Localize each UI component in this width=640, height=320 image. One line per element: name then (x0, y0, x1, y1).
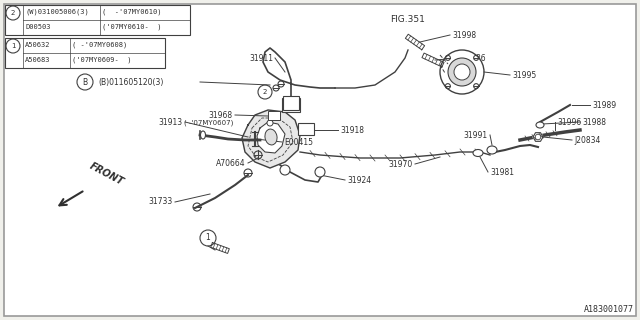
Bar (282, 98, 300, 112)
Text: 31996: 31996 (557, 117, 581, 126)
Circle shape (440, 50, 484, 94)
Circle shape (267, 120, 273, 126)
Ellipse shape (200, 131, 205, 139)
Text: 31924: 31924 (347, 175, 371, 185)
Text: 31911: 31911 (249, 53, 273, 62)
Text: 31733: 31733 (148, 197, 173, 206)
Text: (B)011605120(3): (B)011605120(3) (98, 77, 163, 86)
Ellipse shape (536, 122, 544, 128)
Text: ('07MY0609-  ): ('07MY0609- ) (72, 57, 131, 63)
Text: D00503: D00503 (25, 24, 51, 30)
Bar (5, 5, 190, 35)
Ellipse shape (265, 129, 277, 145)
Text: A70664: A70664 (216, 158, 246, 167)
Circle shape (454, 64, 470, 80)
Text: 2: 2 (11, 10, 15, 16)
Text: 31918: 31918 (340, 125, 364, 134)
Polygon shape (211, 243, 229, 253)
Text: FRONT: FRONT (88, 161, 125, 187)
Text: 31970: 31970 (388, 159, 413, 169)
Text: 1: 1 (205, 234, 211, 243)
Text: 31991: 31991 (464, 131, 488, 140)
Bar (268, 111, 280, 120)
Bar (283, 96, 299, 110)
Text: 31913: 31913 (159, 117, 183, 126)
Text: 31995: 31995 (512, 70, 536, 79)
Text: 31989: 31989 (592, 100, 616, 109)
Text: 31968: 31968 (209, 110, 233, 119)
Text: (  -'07MY0610): ( -'07MY0610) (102, 9, 161, 15)
Ellipse shape (473, 149, 483, 156)
Text: 1: 1 (11, 43, 15, 49)
Text: ( -'07MY0607): ( -'07MY0607) (184, 120, 233, 126)
Circle shape (280, 165, 290, 175)
Text: A50632: A50632 (25, 42, 51, 48)
Text: A183001077: A183001077 (584, 305, 634, 314)
Polygon shape (242, 110, 300, 168)
Text: FIG.351: FIG.351 (390, 15, 425, 24)
Text: ( -'07MY0608): ( -'07MY0608) (72, 42, 127, 48)
Ellipse shape (487, 146, 497, 154)
Polygon shape (422, 53, 444, 67)
Polygon shape (533, 133, 543, 141)
Text: ('07MY0610-  ): ('07MY0610- ) (102, 24, 161, 30)
Bar (298, 123, 314, 135)
Bar (5, 38, 165, 68)
Text: 2: 2 (263, 89, 267, 95)
Text: B: B (83, 77, 88, 86)
Text: A50683: A50683 (25, 57, 51, 63)
Circle shape (448, 58, 476, 86)
Text: A6086: A6086 (462, 53, 486, 62)
Circle shape (315, 167, 325, 177)
Polygon shape (405, 34, 424, 50)
Text: (W)031005006(3): (W)031005006(3) (25, 9, 89, 15)
Text: 31988: 31988 (582, 117, 606, 126)
Text: 31998: 31998 (452, 30, 476, 39)
Text: 31981: 31981 (490, 167, 514, 177)
Text: E00415: E00415 (284, 138, 313, 147)
Polygon shape (257, 122, 285, 153)
Text: J20834: J20834 (574, 135, 600, 145)
